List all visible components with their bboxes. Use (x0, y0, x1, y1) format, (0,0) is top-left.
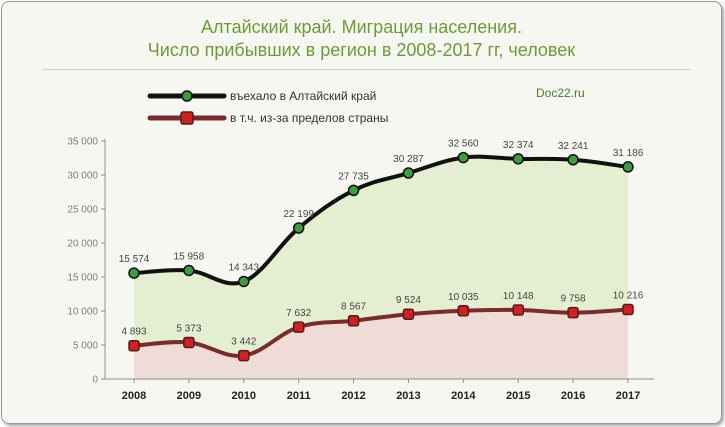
legend-label-series1: въехало в Алтайский край (230, 89, 376, 103)
x-tick-label: 2017 (616, 390, 640, 402)
y-tick-label: 5 000 (73, 341, 98, 352)
marker-series1 (238, 275, 250, 288)
x-tick-label: 2008 (122, 390, 146, 402)
y-tick-label: 30 000 (67, 171, 98, 182)
marker-series2 (512, 304, 524, 316)
chart-title-line1: Алтайский край. Миграция населения. (201, 17, 522, 37)
data-label-series2: 10 035 (448, 292, 479, 303)
series-markers (128, 151, 634, 362)
marker-series1 (183, 264, 195, 277)
data-label-series2: 9 758 (561, 294, 586, 305)
data-label-series2: 9 524 (396, 295, 421, 306)
marker-series2 (622, 303, 634, 316)
data-labels: 15 574 15 958 14 343 22 199 27 735 30 287 32 5… (119, 139, 644, 348)
marker-series2 (402, 308, 415, 320)
marker-series1 (622, 161, 634, 173)
x-tick-label: 2012 (341, 390, 365, 402)
x-tick-label: 2014 (451, 390, 476, 402)
x-tick-label: 2011 (287, 390, 311, 402)
marker-series2 (183, 336, 195, 349)
marker-series2 (567, 306, 579, 319)
y-tick-label: 35 000 (67, 137, 98, 148)
data-label-series1: 32 374 (503, 140, 534, 151)
marker-series1 (347, 184, 360, 197)
legend-marker-series1 (181, 90, 193, 102)
title-separator (42, 69, 690, 70)
area-fills (134, 156, 628, 379)
line-series1 (133, 154, 629, 286)
data-label-series1: 32 560 (448, 139, 479, 150)
data-label-series2: 10 148 (503, 291, 534, 302)
data-label-series1: 30 287 (393, 154, 424, 165)
source-credit: Doc22.ru (536, 86, 585, 100)
marker-series1 (128, 267, 140, 279)
legend: въехало в Алтайский край в т.ч. из-за пр… (147, 89, 388, 125)
marker-series2 (128, 339, 140, 352)
y-tick-label: 10 000 (67, 307, 98, 318)
data-label-series1: 31 186 (613, 148, 644, 159)
y-tick-label: 20 000 (67, 239, 98, 250)
marker-series2 (292, 321, 305, 333)
y-tick-label: 25 000 (67, 205, 98, 216)
data-label-series2: 7 632 (286, 308, 311, 319)
marker-series1 (457, 151, 470, 164)
marker-series2 (457, 305, 470, 317)
series-lines (133, 154, 629, 358)
area-fill-series2 (134, 309, 628, 379)
chart-title-line2: Число прибывших в регион в 2008-2017 гг,… (147, 40, 576, 60)
marker-series2 (238, 349, 250, 362)
data-label-series2: 5 373 (176, 323, 201, 334)
marker-series1 (402, 167, 415, 179)
line-series2 (133, 307, 629, 358)
marker-series1 (292, 222, 305, 234)
marker-series1 (512, 153, 524, 165)
data-label-series1: 32 241 (558, 141, 589, 152)
x-tick-label: 2009 (177, 390, 201, 402)
data-label-series1: 14 343 (228, 262, 259, 273)
data-label-series2: 10 216 (613, 291, 644, 302)
data-label-series1: 15 958 (174, 251, 205, 262)
axes: 0 5 000 10 000 15 000 20 000 25 000 30 000 35 0… (67, 137, 654, 402)
legend-marker-series2 (180, 111, 194, 125)
data-label-series1: 27 735 (338, 171, 369, 182)
data-label-series2: 4 893 (121, 327, 146, 338)
data-label-series1: 22 199 (283, 209, 314, 220)
x-tick-label: 2013 (396, 390, 420, 402)
x-tick-label: 2015 (506, 390, 530, 402)
legend-label-series2: в т.ч. из-за пределов страны (230, 111, 388, 125)
marker-series1 (567, 154, 579, 166)
chart-svg: въехало в Алтайский край в т.ч. из-за пр… (67, 89, 654, 402)
data-label-series2: 8 567 (341, 302, 366, 313)
data-label-series2: 3 442 (231, 337, 256, 348)
data-label-series1: 15 574 (119, 254, 150, 265)
marker-series2 (347, 314, 360, 327)
y-tick-label: 15 000 (67, 273, 98, 284)
x-tick-label: 2016 (561, 390, 585, 402)
y-tick-label: 0 (92, 375, 98, 386)
x-tick-label: 2010 (232, 390, 256, 402)
